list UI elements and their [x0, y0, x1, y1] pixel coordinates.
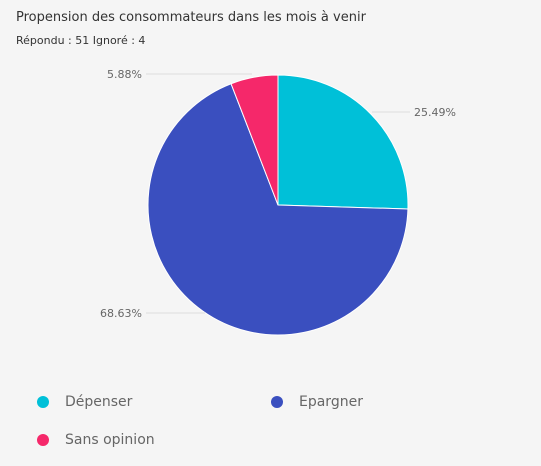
slice-value-label: 68.63%	[100, 307, 142, 320]
legend-item-dépenser[interactable]: Dépenser	[37, 394, 132, 410]
pie-slice-sans-opinion[interactable]	[230, 74, 279, 206]
pie-slice-dépenser[interactable]	[277, 74, 409, 210]
chart-title: Propension des consommateurs dans les mo…	[16, 10, 366, 25]
legend-marker	[37, 434, 49, 446]
legend-label: Sans opinion	[65, 432, 155, 448]
slice-value-label: 25.49%	[414, 106, 456, 119]
legend-item-sans-opinion[interactable]: Sans opinion	[37, 432, 155, 448]
pie-chart: 25.49% 68.63% 5.88%	[100, 68, 456, 336]
legend-marker	[37, 396, 49, 408]
legend-label: Epargner	[299, 394, 363, 410]
response-count: Répondu : 51 Ignoré : 4	[16, 34, 146, 47]
slice-value-label: 5.88%	[107, 68, 142, 81]
legend-item-epargner[interactable]: Epargner	[271, 394, 363, 410]
legend-marker	[271, 396, 283, 408]
legend-label: Dépenser	[65, 394, 133, 410]
pie-slice-epargner[interactable]	[147, 83, 409, 336]
